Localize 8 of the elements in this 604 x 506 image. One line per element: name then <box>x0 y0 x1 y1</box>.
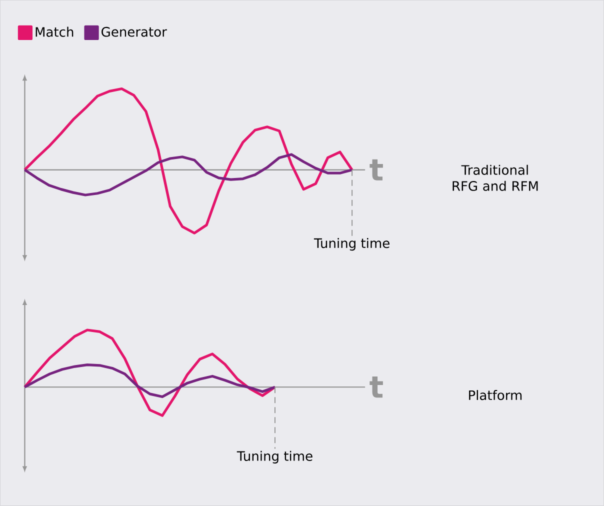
x-axis-title: t <box>370 376 383 398</box>
text: Tuning time <box>236 450 312 464</box>
x-axis-title: t <box>370 159 383 180</box>
text: Traditional RFG and RFM <box>452 164 538 191</box>
legend-label: Match <box>36 26 74 37</box>
legend-label: Generator <box>102 26 167 37</box>
text: Platform <box>469 390 522 400</box>
text: Tuning time <box>314 238 390 251</box>
